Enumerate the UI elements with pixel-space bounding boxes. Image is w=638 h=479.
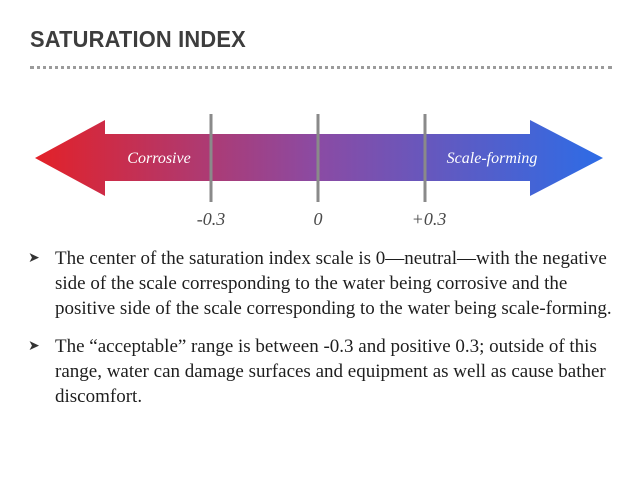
scale-forming-label: Scale-forming	[447, 150, 538, 167]
tick-label-row: -0.3 0 +0.3	[0, 209, 638, 235]
corrosive-label: Corrosive	[127, 150, 190, 167]
tick-label-pos: +0.3	[411, 209, 447, 229]
bullet-arrow-icon: ➤	[28, 338, 40, 354]
tick-label-neg: -0.3	[196, 209, 226, 229]
dotted-divider	[30, 66, 612, 69]
saturation-scale-diagram: Corrosive Scale-forming	[28, 112, 610, 204]
bullet-arrow-icon: ➤	[28, 250, 40, 266]
gradient-arrow-svg: Corrosive Scale-forming	[35, 114, 603, 202]
bullet-list: ➤ The center of the saturation index sca…	[28, 246, 614, 422]
bullet-text: The “acceptable” range is between -0.3 a…	[55, 336, 606, 407]
list-item: ➤ The “acceptable” range is between -0.3…	[28, 334, 614, 409]
list-item: ➤ The center of the saturation index sca…	[28, 246, 614, 321]
tick-label-zero: 0	[313, 209, 323, 229]
page-title: SATURATION INDEX	[30, 26, 246, 52]
bullet-text: The center of the saturation index scale…	[55, 248, 612, 319]
